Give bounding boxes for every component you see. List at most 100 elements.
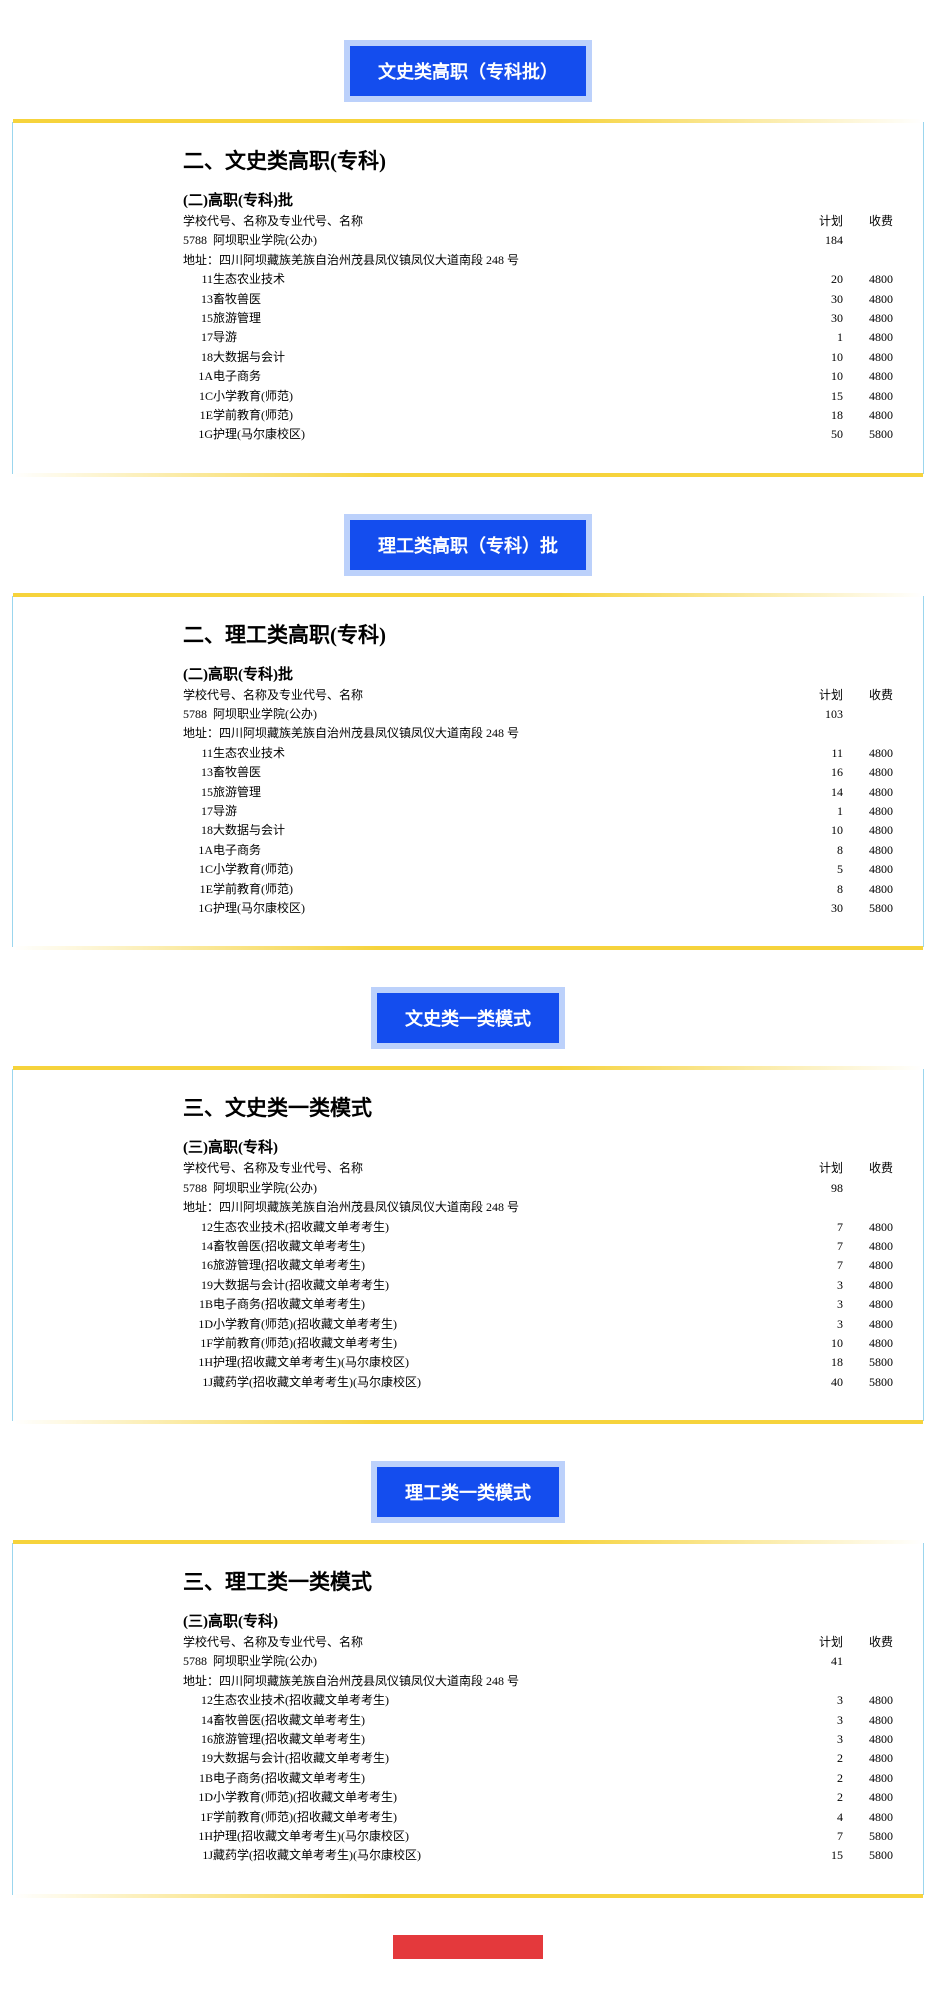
major-plan: 8 <box>793 841 843 860</box>
table-row: 14畜牧兽医(招收藏文单考考生)74800 <box>183 1237 893 1256</box>
major-name: 畜牧兽医 <box>213 290 793 309</box>
major-code: 1D <box>183 1315 213 1334</box>
major-fee: 4800 <box>843 1808 893 1827</box>
tab-header: 理工类高职（专科）批 <box>0 514 936 576</box>
major-name: 学前教育(师范)(招收藏文单考考生) <box>213 1808 793 1827</box>
major-code: 15 <box>183 783 213 802</box>
major-plan: 1 <box>793 328 843 347</box>
major-name: 畜牧兽医(招收藏文单考考生) <box>213 1711 793 1730</box>
tab-header: 文史类一类模式 <box>0 987 936 1049</box>
major-code: 1E <box>183 406 213 425</box>
table-row: 18大数据与会计104800 <box>183 348 893 367</box>
tab-button[interactable]: 理工类一类模式 <box>371 1461 565 1523</box>
footer-bar <box>393 1935 543 1959</box>
major-code: 1H <box>183 1353 213 1372</box>
major-plan: 2 <box>793 1769 843 1788</box>
major-fee: 4800 <box>843 1295 893 1314</box>
table-row: 1A电子商务104800 <box>183 367 893 386</box>
tab-button[interactable]: 理工类高职（专科）批 <box>344 514 592 576</box>
table-row: 1E学前教育(师范)84800 <box>183 880 893 899</box>
major-name: 生态农业技术 <box>213 744 793 763</box>
major-name: 小学教育(师范) <box>213 387 793 406</box>
data-table: 学校代号、名称及专业代号、名称计划收费5788阿坝职业学院(公办)98地址：四川… <box>183 1159 893 1392</box>
major-name: 旅游管理 <box>213 783 793 802</box>
major-name: 旅游管理 <box>213 309 793 328</box>
school-name: 阿坝职业学院(公办) <box>213 1652 793 1671</box>
major-code: 17 <box>183 802 213 821</box>
table-row: 17导游14800 <box>183 328 893 347</box>
major-plan: 18 <box>793 406 843 425</box>
major-fee: 4800 <box>843 802 893 821</box>
major-fee: 4800 <box>843 1315 893 1334</box>
major-code: 1F <box>183 1334 213 1353</box>
address-row: 地址：四川阿坝藏族羌族自治州茂县凤仪镇凤仪大道南段 248 号 <box>183 1672 893 1691</box>
content-card: 三、文史类一类模式(三)高职(专科)学校代号、名称及专业代号、名称计划收费578… <box>12 1069 924 1421</box>
table-row: 1D小学教育(师范)(招收藏文单考考生)34800 <box>183 1315 893 1334</box>
data-table: 学校代号、名称及专业代号、名称计划收费5788阿坝职业学院(公办)184地址：四… <box>183 212 893 445</box>
table-row: 1B电子商务(招收藏文单考考生)34800 <box>183 1295 893 1314</box>
table-row: 13畜牧兽医164800 <box>183 763 893 782</box>
major-fee: 4800 <box>843 821 893 840</box>
major-fee: 5800 <box>843 425 893 444</box>
major-name: 藏药学(招收藏文单考考生)(马尔康校区) <box>213 1373 793 1392</box>
section-title: 三、理工类一类模式 <box>183 1566 893 1596</box>
table-row: 17导游14800 <box>183 802 893 821</box>
school-fee <box>843 231 893 250</box>
address-label: 地址： <box>183 1674 219 1688</box>
major-fee: 5800 <box>843 1846 893 1865</box>
major-fee: 5800 <box>843 1827 893 1846</box>
section-title: 二、文史类高职(专科) <box>183 145 893 175</box>
page-root: 文史类高职（专科批） 二、文史类高职(专科)(二)高职(专科)批学校代号、名称及专… <box>0 40 936 1895</box>
major-name: 小学教育(师范) <box>213 860 793 879</box>
table-row: 15旅游管理304800 <box>183 309 893 328</box>
major-plan: 3 <box>793 1691 843 1710</box>
major-fee: 5800 <box>843 1373 893 1392</box>
major-fee: 4800 <box>843 860 893 879</box>
major-fee: 4800 <box>843 1749 893 1768</box>
school-name: 阿坝职业学院(公办) <box>213 1179 793 1198</box>
content-card: 二、文史类高职(专科)(二)高职(专科)批学校代号、名称及专业代号、名称计划收费… <box>12 122 924 474</box>
school-name: 阿坝职业学院(公办) <box>213 231 793 250</box>
address-cell: 地址：四川阿坝藏族羌族自治州茂县凤仪镇凤仪大道南段 248 号 <box>183 1198 893 1217</box>
school-fee <box>843 705 893 724</box>
school-fee <box>843 1652 893 1671</box>
major-fee: 4800 <box>843 1730 893 1749</box>
school-plan: 103 <box>793 705 843 724</box>
school-row: 5788阿坝职业学院(公办)184 <box>183 231 893 250</box>
col-header-fee: 收费 <box>843 1159 893 1178</box>
major-name: 护理(招收藏文单考考生)(马尔康校区) <box>213 1827 793 1846</box>
col-header-plan: 计划 <box>793 212 843 231</box>
major-name: 大数据与会计 <box>213 821 793 840</box>
major-code: 13 <box>183 763 213 782</box>
address-label: 地址： <box>183 1200 219 1214</box>
section-title: 二、理工类高职(专科) <box>183 619 893 649</box>
address-label: 地址： <box>183 726 219 740</box>
major-plan: 8 <box>793 880 843 899</box>
school-row: 5788阿坝职业学院(公办)98 <box>183 1179 893 1198</box>
major-code: 18 <box>183 821 213 840</box>
table-row: 12生态农业技术(招收藏文单考考生)34800 <box>183 1691 893 1710</box>
major-name: 生态农业技术(招收藏文单考考生) <box>213 1218 793 1237</box>
major-plan: 3 <box>793 1276 843 1295</box>
table-row: 1F学前教育(师范)(招收藏文单考考生)104800 <box>183 1334 893 1353</box>
major-fee: 4800 <box>843 1711 893 1730</box>
major-fee: 5800 <box>843 1353 893 1372</box>
col-header-fee: 收费 <box>843 686 893 705</box>
major-plan: 10 <box>793 1334 843 1353</box>
major-plan: 18 <box>793 1353 843 1372</box>
major-fee: 4800 <box>843 841 893 860</box>
section-subtitle: (二)高职(专科)批 <box>183 663 893 684</box>
tab-button[interactable]: 文史类高职（专科批） <box>344 40 592 102</box>
major-name: 大数据与会计 <box>213 348 793 367</box>
table-row: 1D小学教育(师范)(招收藏文单考考生)24800 <box>183 1788 893 1807</box>
major-name: 护理(招收藏文单考考生)(马尔康校区) <box>213 1353 793 1372</box>
major-fee: 4800 <box>843 309 893 328</box>
major-fee: 4800 <box>843 328 893 347</box>
school-code: 5788 <box>183 705 213 724</box>
major-fee: 4800 <box>843 1788 893 1807</box>
tab-button[interactable]: 文史类一类模式 <box>371 987 565 1049</box>
major-plan: 10 <box>793 348 843 367</box>
address-text: 四川阿坝藏族羌族自治州茂县凤仪镇凤仪大道南段 248 号 <box>219 1200 519 1214</box>
major-plan: 11 <box>793 744 843 763</box>
major-plan: 10 <box>793 367 843 386</box>
